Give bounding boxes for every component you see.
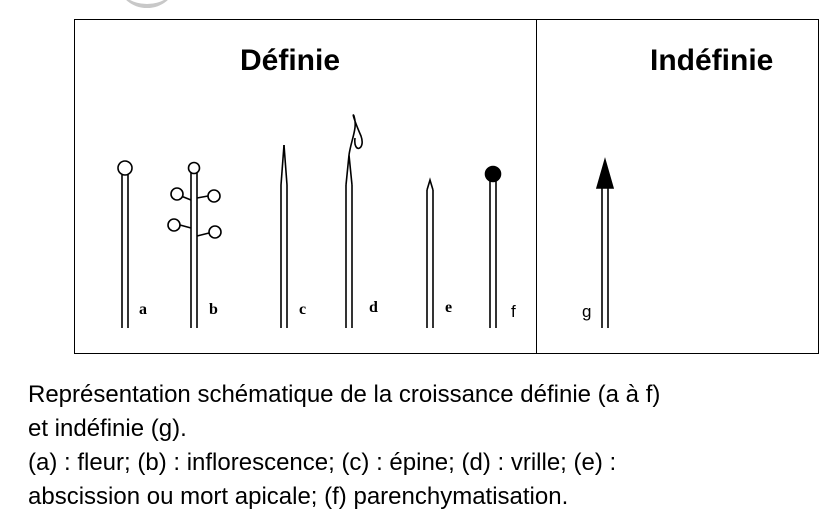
defined-growth-heading: Définie: [240, 44, 341, 77]
stem-drawings: [117, 114, 615, 328]
caption-line-1: Représentation schématique de la croissa…: [28, 381, 661, 408]
stem-a-flower: [117, 160, 133, 328]
caption-line-4: abscission ou mort apicale; (f) parenchy…: [28, 483, 569, 510]
panel-divider: [536, 20, 537, 353]
undefined-growth-heading: Indéfinie: [650, 44, 774, 77]
decorative-arc: [120, 0, 174, 8]
label-g: g: [582, 302, 592, 321]
caption-line-3: (a) : fleur; (b) : inflorescence; (c) : …: [28, 449, 617, 476]
growth-diagram-frame: Définie Indéfinie: [74, 19, 819, 354]
label-f: f: [511, 302, 516, 321]
stem-d-tendril: [345, 114, 363, 328]
stem-e-abscission: [426, 177, 434, 328]
label-a: a: [139, 301, 147, 318]
label-e: e: [445, 299, 453, 316]
stem-b-inflorescence: [167, 161, 222, 328]
stem-c-spine: [280, 144, 288, 328]
figure-caption: Représentation schématique de la croissa…: [28, 378, 813, 514]
stem-f-parenchymatisation: [484, 165, 502, 328]
label-b: b: [209, 301, 218, 318]
label-c: c: [299, 301, 307, 318]
caption-line-2: et indéfinie (g).: [28, 415, 187, 442]
label-d: d: [369, 299, 378, 316]
stem-g-indefinite: [595, 157, 615, 328]
